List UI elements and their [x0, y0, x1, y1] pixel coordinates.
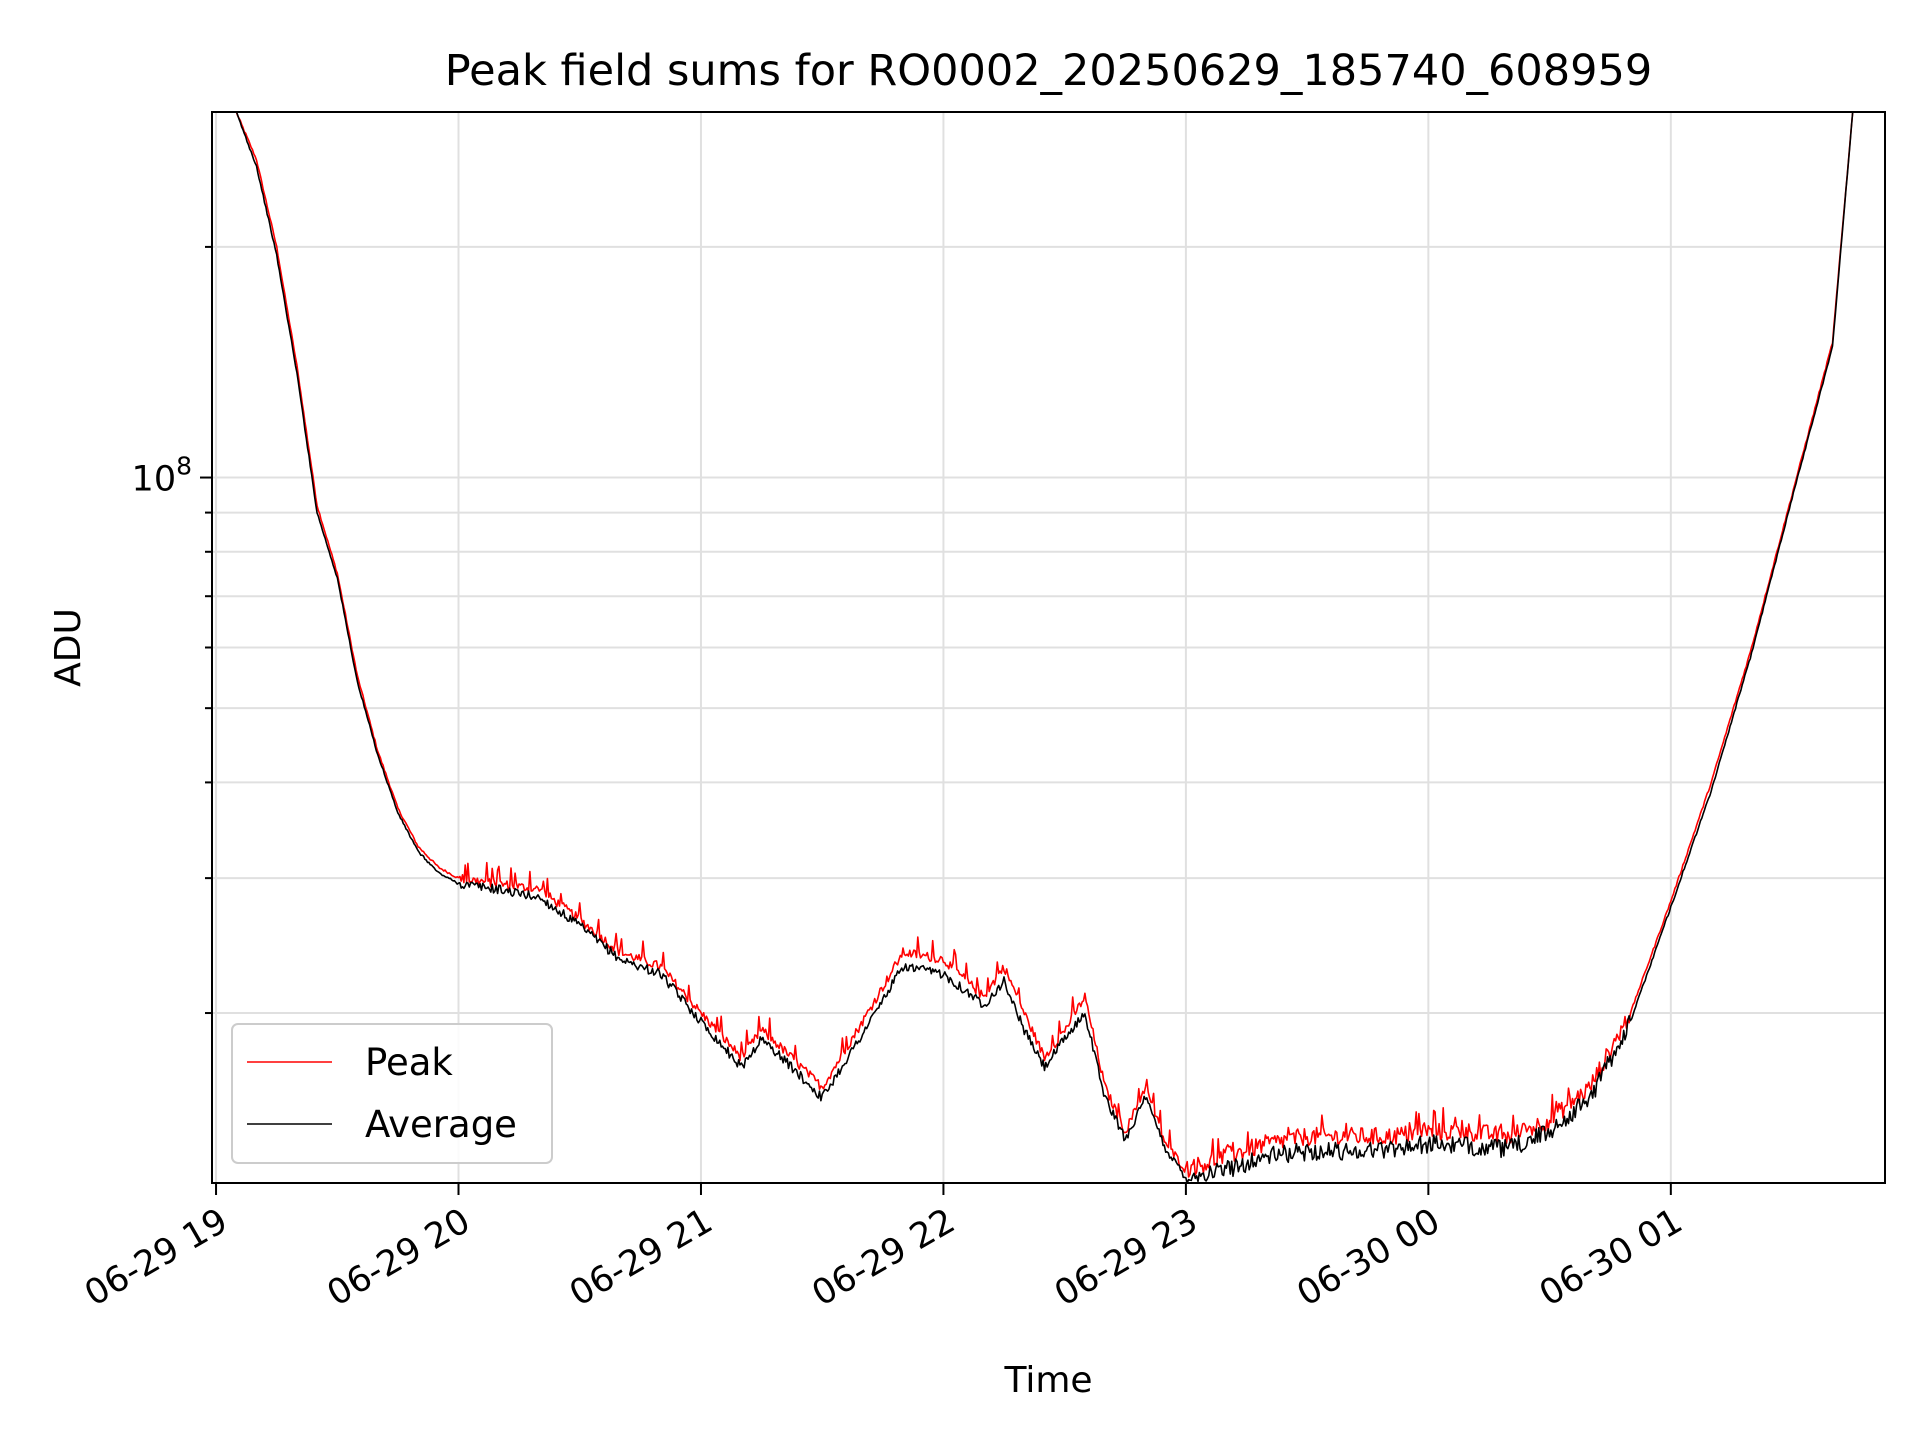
y-tick-label: 108 [132, 452, 192, 500]
legend-label-peak: Peak [365, 1041, 453, 1084]
y-axis-label: ADU [48, 608, 89, 687]
series-line-average [235, 112, 1854, 1183]
series-layer [235, 112, 1854, 1183]
legend-label-average: Average [365, 1103, 517, 1146]
x-axis-label: Time [1003, 1360, 1092, 1401]
chart-title: Peak field sums for RO0002_20250629_1857… [445, 46, 1652, 96]
legend-box [231, 1023, 553, 1164]
legend: Peak Average [231, 1023, 553, 1164]
